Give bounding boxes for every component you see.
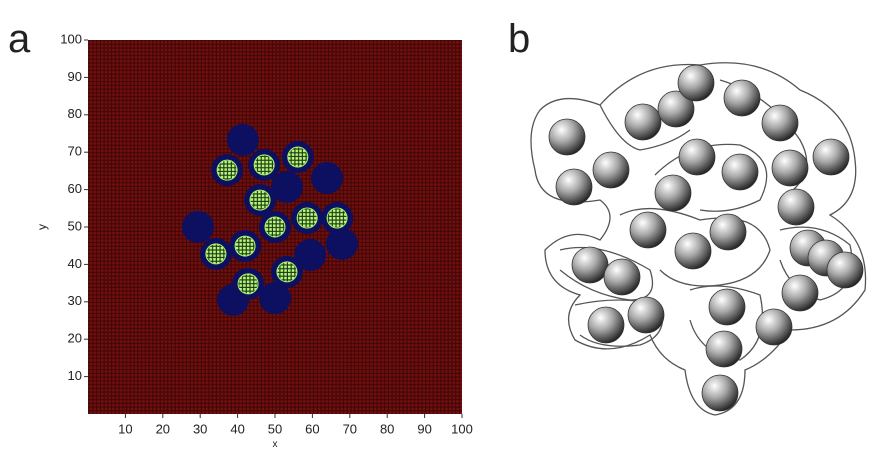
x-tick-label: 20: [156, 421, 170, 436]
y-tick-label: 30: [68, 293, 82, 308]
sphere: [549, 119, 585, 155]
cluster-blob: [182, 211, 214, 243]
cluster-blob: [311, 162, 343, 194]
particle: [235, 236, 255, 256]
x-tick-label: 40: [230, 421, 244, 436]
sphere: [706, 331, 742, 367]
panel-b: [531, 63, 866, 415]
x-tick-label: 100: [451, 421, 473, 436]
y-tick-label: 100: [60, 31, 82, 46]
sphere: [782, 275, 818, 311]
cluster-blob: [271, 171, 303, 203]
sphere: [655, 175, 691, 211]
sphere: [709, 289, 745, 325]
sphere: [588, 307, 624, 343]
sphere: [813, 139, 849, 175]
y-tick-label: 40: [68, 256, 82, 271]
sphere: [630, 212, 666, 248]
sphere: [679, 139, 715, 175]
sphere: [722, 154, 758, 190]
x-tick-label: 60: [305, 421, 319, 436]
figure: a b 10 20 30 40 50 60 70 80 90 100 10 20 30 40 50 60 70 8…: [0, 0, 872, 451]
sphere: [724, 80, 760, 116]
sphere: [675, 233, 711, 269]
y-tick-label: 20: [68, 331, 82, 346]
sphere: [702, 375, 738, 411]
x-tick-label: 10: [118, 421, 132, 436]
x-axis-label: x: [273, 439, 278, 450]
x-tick-label: 70: [343, 421, 357, 436]
particle: [238, 274, 258, 294]
cluster-blob: [326, 228, 358, 260]
particle: [265, 217, 285, 237]
sphere: [762, 105, 798, 141]
panel-label: b: [508, 17, 530, 61]
particle: [327, 208, 347, 228]
sphere: [625, 104, 661, 140]
sphere: [827, 252, 863, 288]
sphere: [778, 189, 814, 225]
y-tick-label: 70: [68, 144, 82, 159]
particle: [254, 155, 274, 175]
cluster-blob: [259, 282, 291, 314]
sphere: [593, 152, 629, 188]
y-tick-label: 60: [68, 181, 82, 196]
particle: [217, 160, 237, 180]
y-tick-label: 90: [68, 69, 82, 84]
sphere: [604, 259, 640, 295]
x-tick-label: 90: [417, 421, 431, 436]
y-tick-label: 50: [68, 218, 82, 233]
sphere: [772, 150, 808, 186]
sphere: [628, 297, 664, 333]
y-tick-label: 10: [68, 368, 82, 383]
cluster-blob: [294, 239, 326, 271]
particle: [250, 190, 270, 210]
cluster-blob: [227, 124, 259, 156]
x-tick-label: 50: [268, 421, 282, 436]
particle: [277, 262, 297, 282]
y-axis-label: y: [35, 224, 49, 230]
particle: [288, 147, 308, 167]
sphere: [572, 247, 608, 283]
panel-label: a: [8, 17, 31, 61]
sphere: [678, 65, 714, 101]
y-tick-label: 80: [68, 106, 82, 121]
panel-a: 10 20 30 40 50 60 70 80 90 100 10 20 30 40 50 60 70 80 90 1…: [35, 31, 473, 450]
x-tick-label: 30: [193, 421, 207, 436]
sphere: [756, 309, 792, 345]
particle: [206, 244, 226, 264]
x-tick-label: 80: [380, 421, 394, 436]
particle: [297, 208, 317, 228]
sphere: [710, 214, 746, 250]
sphere: [556, 169, 592, 205]
